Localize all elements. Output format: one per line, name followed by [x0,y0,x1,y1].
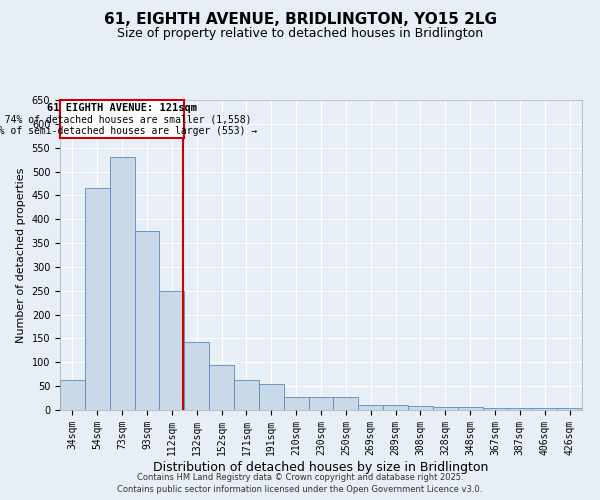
Text: Contains public sector information licensed under the Open Government Licence v3: Contains public sector information licen… [118,486,482,494]
Bar [408,406,433,410]
Bar [85,188,110,410]
Bar [508,408,532,410]
Text: 26% of semi-detached houses are larger (553) →: 26% of semi-detached houses are larger (… [0,126,257,136]
Bar [308,397,334,410]
Text: Contains HM Land Registry data © Crown copyright and database right 2025.: Contains HM Land Registry data © Crown c… [137,473,463,482]
Bar [110,157,134,410]
Bar [557,408,582,410]
Bar [134,231,160,410]
Bar [209,364,234,410]
Bar [358,405,383,410]
Bar [234,380,259,410]
FancyBboxPatch shape [60,100,184,138]
Text: 61, EIGHTH AVENUE, BRIDLINGTON, YO15 2LG: 61, EIGHTH AVENUE, BRIDLINGTON, YO15 2LG [104,12,497,28]
Text: 61 EIGHTH AVENUE: 121sqm: 61 EIGHTH AVENUE: 121sqm [47,104,197,114]
Bar [334,397,358,410]
Bar [160,291,184,410]
Y-axis label: Number of detached properties: Number of detached properties [16,168,26,342]
Bar [458,406,482,410]
Bar [184,342,209,410]
Bar [383,405,408,410]
X-axis label: Distribution of detached houses by size in Bridlington: Distribution of detached houses by size … [154,460,488,473]
Bar [284,397,308,410]
Bar [532,408,557,410]
Bar [259,384,284,410]
Text: ← 74% of detached houses are smaller (1,558): ← 74% of detached houses are smaller (1,… [0,115,251,125]
Text: Size of property relative to detached houses in Bridlington: Size of property relative to detached ho… [117,28,483,40]
Bar [60,380,85,410]
Bar [482,408,508,410]
Bar [433,406,458,410]
